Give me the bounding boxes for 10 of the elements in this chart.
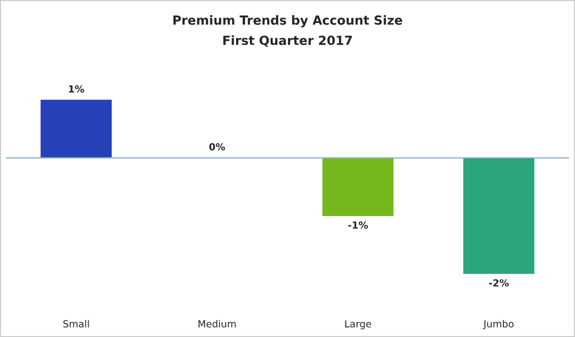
chart-title: Premium Trends by Account Size: [173, 15, 402, 28]
x-tick-label: Large: [345, 320, 372, 330]
data-label: 0%: [209, 143, 226, 150]
chart-subtitle: First Quarter 2017: [223, 35, 352, 47]
data-label: -2%: [489, 279, 509, 287]
x-tick-label: Jumbo: [483, 320, 514, 330]
x-tick-label: Medium: [198, 320, 236, 328]
data-label: 1%: [69, 85, 84, 93]
data-label: -1%: [348, 221, 368, 229]
x-tick-label: Small: [63, 320, 89, 328]
